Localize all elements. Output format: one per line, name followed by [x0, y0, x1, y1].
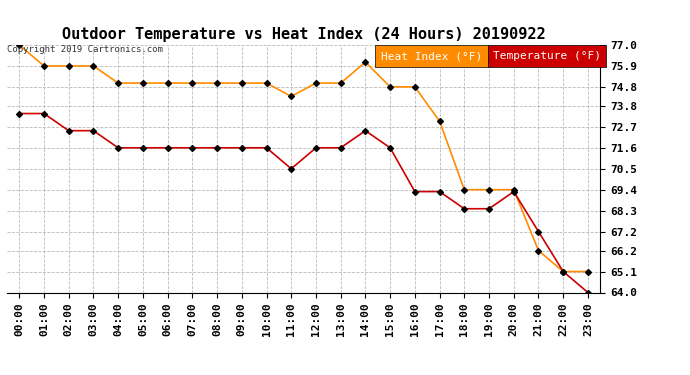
Text: Heat Index (°F): Heat Index (°F) [381, 51, 482, 61]
FancyBboxPatch shape [375, 45, 488, 67]
FancyBboxPatch shape [488, 45, 607, 67]
Text: Temperature (°F): Temperature (°F) [493, 51, 601, 61]
Text: Copyright 2019 Cartronics.com: Copyright 2019 Cartronics.com [7, 45, 163, 54]
Title: Outdoor Temperature vs Heat Index (24 Hours) 20190922: Outdoor Temperature vs Heat Index (24 Ho… [62, 27, 545, 42]
